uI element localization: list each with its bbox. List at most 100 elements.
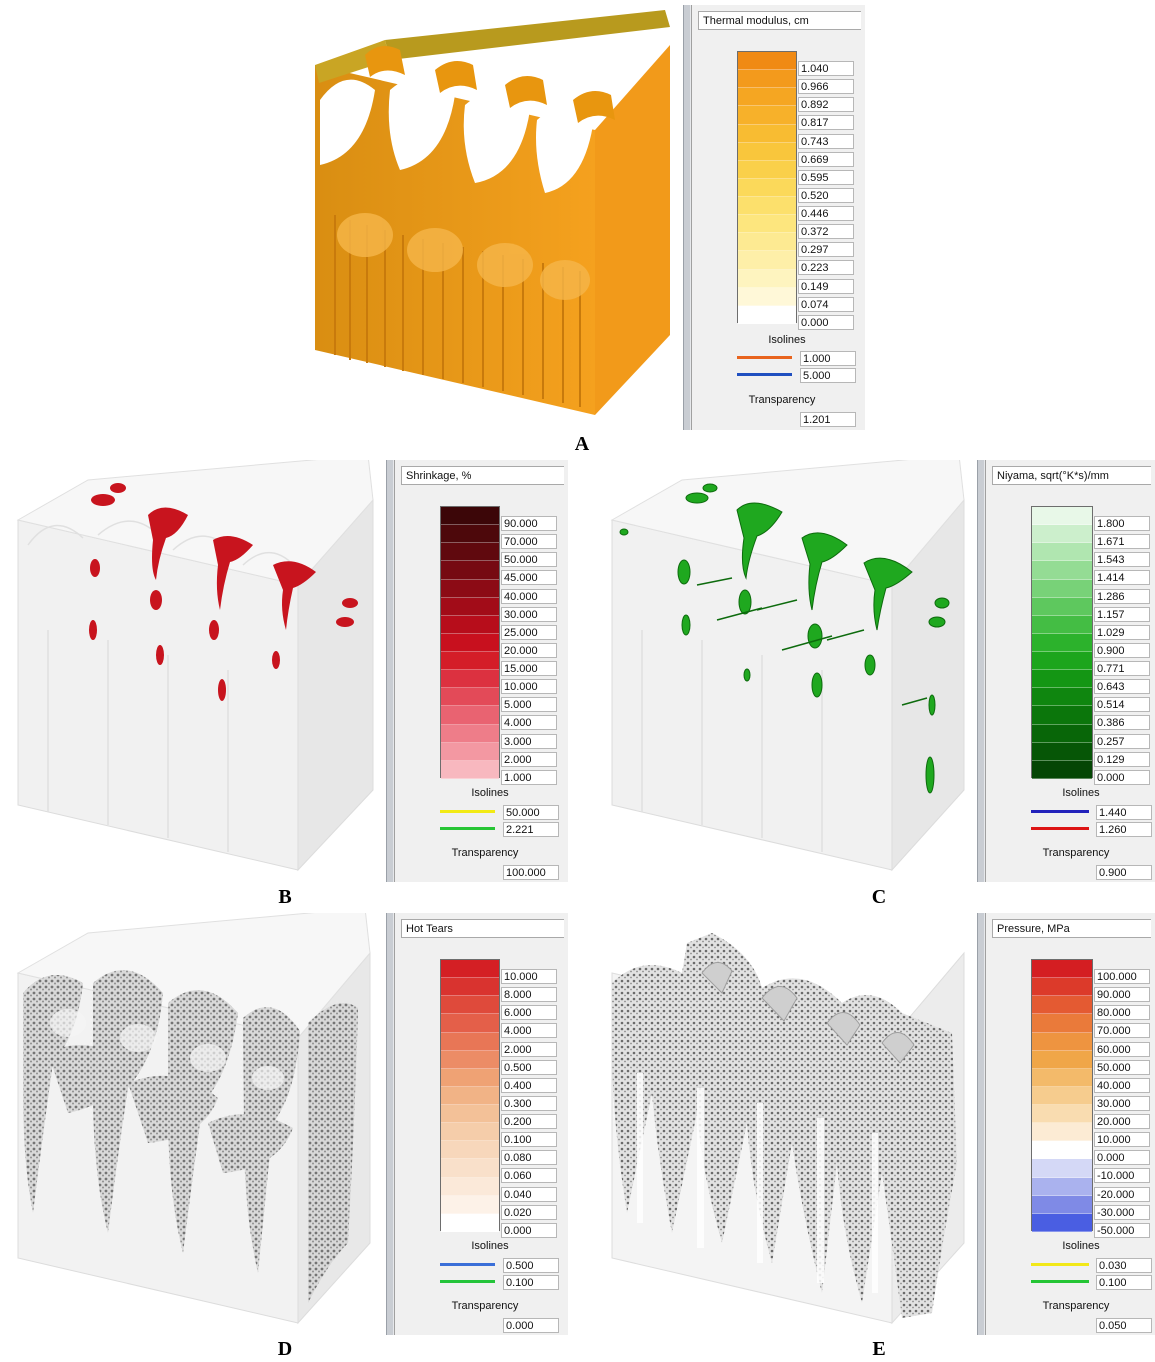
scale-value[interactable]: 0.020 [501,1204,557,1220]
scale-value[interactable]: 2.000 [501,751,557,767]
scale-value[interactable]: 0.000 [501,1222,557,1238]
scale-value[interactable]: 1.414 [1094,570,1150,586]
viewport-pressure[interactable] [602,913,974,1335]
viewport-thermal-modulus[interactable] [305,5,680,430]
scale-value[interactable]: 30.000 [1094,1095,1150,1111]
viewport-shrinkage[interactable] [8,460,383,882]
scale-value[interactable]: -20.000 [1094,1186,1150,1202]
isoline-2-value[interactable]: 1.260 [1096,822,1152,837]
scale-value[interactable]: 10.000 [1094,1132,1150,1148]
scale-value[interactable]: 1.800 [1094,516,1150,531]
viewport-niyama[interactable] [602,460,974,882]
scale-value[interactable]: 0.892 [798,97,854,113]
transparency-value[interactable]: 0.000 [503,1318,559,1333]
isoline-1-value[interactable]: 50.000 [503,805,559,820]
scale-value[interactable]: 0.643 [1094,679,1150,695]
isoline-2-value[interactable]: 0.100 [1096,1275,1152,1290]
scale-value[interactable]: 70.000 [1094,1023,1150,1039]
scale-value[interactable]: 0.900 [1094,642,1150,658]
scale-value[interactable]: 10.000 [501,679,557,695]
scale-value[interactable]: 15.000 [501,661,557,677]
scale-value[interactable]: 0.000 [1094,769,1150,785]
scale-value[interactable]: 30.000 [501,606,557,622]
scale-value[interactable]: 0.129 [1094,751,1150,767]
scale-value[interactable]: 90.000 [501,516,557,531]
scale-value[interactable]: 0.297 [798,242,854,258]
scale-value[interactable]: 0.080 [501,1150,557,1166]
scale-value[interactable]: 40.000 [1094,1077,1150,1093]
viewport-hot-tears[interactable] [8,913,383,1335]
scale-value[interactable]: 0.595 [798,169,854,185]
isoline-1-value[interactable]: 1.440 [1096,805,1152,820]
splitter-bar[interactable] [683,5,691,430]
scale-value[interactable]: 0.520 [798,187,854,203]
scale-value[interactable]: 0.372 [798,224,854,240]
isoline-2-value[interactable]: 2.221 [503,822,559,837]
scale-value[interactable]: -10.000 [1094,1168,1150,1184]
scale-value[interactable]: 0.669 [798,151,854,167]
scale-value[interactable]: 100.000 [1094,969,1150,984]
splitter-bar[interactable] [386,460,394,882]
splitter-bar[interactable] [386,913,394,1335]
scale-value[interactable]: 0.400 [501,1077,557,1093]
transparency-value[interactable]: 1.201 [800,412,856,427]
scale-value[interactable]: 50.000 [501,552,557,568]
scale-value[interactable]: 1.029 [1094,624,1150,640]
scale-value[interactable]: 6.000 [501,1005,557,1021]
scale-value[interactable]: 5.000 [501,697,557,713]
transparency-value[interactable]: 100.000 [503,865,559,880]
scale-value[interactable]: 8.000 [501,987,557,1003]
scale-value[interactable]: 1.543 [1094,552,1150,568]
scale-value[interactable]: 40.000 [501,588,557,604]
scale-value[interactable]: 90.000 [1094,987,1150,1003]
scale-value[interactable]: 80.000 [1094,1005,1150,1021]
scale-value[interactable]: 4.000 [501,1023,557,1039]
scale-value[interactable]: 1.157 [1094,606,1150,622]
scale-value[interactable]: 1.286 [1094,588,1150,604]
scale-value[interactable]: 0.386 [1094,715,1150,731]
splitter-bar[interactable] [977,913,985,1335]
scale-value[interactable]: 1.040 [798,61,854,76]
scale-value[interactable]: 0.817 [798,115,854,131]
scale-value[interactable]: 25.000 [501,624,557,640]
scale-value[interactable]: 2.000 [501,1041,557,1057]
isoline-2-value[interactable]: 5.000 [800,368,856,383]
scale-value[interactable]: 0.743 [798,133,854,149]
scale-value[interactable]: 0.223 [798,260,854,276]
scale-value[interactable]: 1.000 [501,769,557,785]
scale-value[interactable]: 1.671 [1094,534,1150,550]
scale-value[interactable]: 50.000 [1094,1059,1150,1075]
scale-value[interactable]: -30.000 [1094,1204,1150,1220]
scale-value[interactable]: 0.300 [501,1095,557,1111]
scale-value[interactable]: 0.966 [798,79,854,95]
scale-value[interactable]: 0.500 [501,1059,557,1075]
scale-value[interactable]: 0.514 [1094,697,1150,713]
scale-value[interactable]: 0.000 [798,314,854,330]
scale-value[interactable]: 0.446 [798,206,854,222]
transparency-value[interactable]: 0.050 [1096,1318,1152,1333]
scale-value[interactable]: 3.000 [501,733,557,749]
scale-value[interactable]: 0.200 [501,1114,557,1130]
transparency-value[interactable]: 0.900 [1096,865,1152,880]
isoline-1-value[interactable]: 0.500 [503,1258,559,1273]
scale-value[interactable]: 0.257 [1094,733,1150,749]
scale-value[interactable]: 10.000 [501,969,557,984]
scale-value[interactable]: 0.060 [501,1168,557,1184]
splitter-bar[interactable] [977,460,985,882]
scale-value[interactable]: 0.149 [798,278,854,294]
scale-value[interactable]: 0.100 [501,1132,557,1148]
scale-value[interactable]: 45.000 [501,570,557,586]
scale-value[interactable]: 0.771 [1094,661,1150,677]
scale-value[interactable]: 60.000 [1094,1041,1150,1057]
scale-value[interactable]: 20.000 [501,642,557,658]
scale-value[interactable]: 0.000 [1094,1150,1150,1166]
scale-value[interactable]: 20.000 [1094,1114,1150,1130]
isoline-2-value[interactable]: 0.100 [503,1275,559,1290]
isoline-1-value[interactable]: 0.030 [1096,1258,1152,1273]
scale-value[interactable]: 0.074 [798,296,854,312]
scale-value[interactable]: -50.000 [1094,1222,1150,1238]
scale-value[interactable]: 4.000 [501,715,557,731]
scale-value[interactable]: 0.040 [501,1186,557,1202]
scale-value[interactable]: 70.000 [501,534,557,550]
isoline-1-value[interactable]: 1.000 [800,351,856,366]
